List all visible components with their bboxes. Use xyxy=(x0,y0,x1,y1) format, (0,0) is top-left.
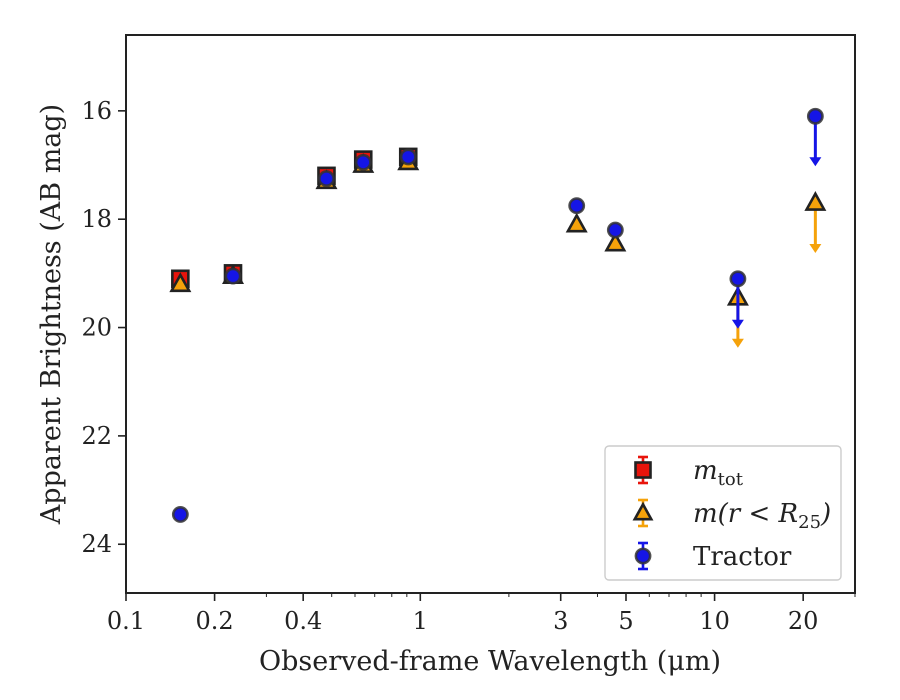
legend-label: m(r < R25) xyxy=(693,499,831,533)
data-point xyxy=(606,221,624,239)
circle-marker-shape xyxy=(606,221,624,239)
x-tick-label: 3 xyxy=(553,607,568,635)
y-tick-label: 16 xyxy=(81,97,112,125)
y-tick-label: 24 xyxy=(81,530,112,558)
circle-marker-shape xyxy=(224,267,242,285)
y-tick-label: 18 xyxy=(81,205,112,233)
data-point xyxy=(806,107,824,125)
upper-limit-arrow-head xyxy=(731,338,744,348)
legend: mtot m(r < R25) Tractor xyxy=(604,445,842,581)
legend-label: mtot xyxy=(693,456,744,490)
x-tick-label: 0.2 xyxy=(196,607,234,635)
data-point xyxy=(729,270,747,288)
x-tick-label: 0.4 xyxy=(284,607,322,635)
x-tick-label: 1 xyxy=(413,607,428,635)
data-point xyxy=(318,170,335,187)
plot-layer xyxy=(169,107,827,523)
triangle-marker-shape xyxy=(804,191,827,211)
circle-marker-shape xyxy=(171,506,189,523)
data-point xyxy=(224,267,242,285)
data-point xyxy=(171,506,189,523)
circle-marker-shape xyxy=(568,197,586,215)
y-axis-label: Apparent Brightness (AB mag) xyxy=(36,104,67,525)
data-point xyxy=(399,148,417,166)
legend-box xyxy=(604,445,842,581)
legend-marker xyxy=(634,547,652,565)
legend-marker xyxy=(634,461,652,479)
x-tick-label: 10 xyxy=(699,607,730,635)
data-point xyxy=(565,212,588,233)
triangle-marker-shape xyxy=(565,212,588,233)
triangle-marker-shape xyxy=(632,501,654,521)
data-point xyxy=(604,231,627,252)
upper-limit-arrow-head xyxy=(809,157,822,167)
axis-layer: 0.1 0.2 0.4 1 3 5 10 20 16 18 20 22 24 xyxy=(81,97,856,635)
legend-label: Tractor xyxy=(693,542,792,572)
square-marker-shape xyxy=(634,461,652,479)
circle-marker-shape xyxy=(634,547,652,565)
data-point xyxy=(568,197,586,215)
triangle-marker-shape xyxy=(169,272,192,293)
circle-marker-shape xyxy=(354,153,372,171)
data-point xyxy=(169,272,192,293)
legend-marker xyxy=(632,501,654,521)
x-tick-label: 20 xyxy=(788,607,819,635)
plot-frame xyxy=(125,34,856,594)
x-axis-label: Observed-frame Wavelength (μm) xyxy=(259,646,721,677)
data-point xyxy=(354,153,372,171)
circle-marker-shape xyxy=(399,148,417,166)
circle-marker-shape xyxy=(318,170,335,187)
y-tick-label: 20 xyxy=(81,314,112,342)
circle-marker-shape xyxy=(806,107,824,125)
y-tick-label: 22 xyxy=(81,422,112,450)
x-tick-label: 0.1 xyxy=(107,607,145,635)
data-point xyxy=(804,191,827,211)
series-circle xyxy=(171,107,824,523)
circle-marker-shape xyxy=(729,270,747,288)
upper-limit-arrow-head xyxy=(731,319,744,329)
upper-limit-arrow-head xyxy=(809,243,822,253)
triangle-marker-shape xyxy=(604,231,627,252)
x-tick-label: 5 xyxy=(618,607,633,635)
